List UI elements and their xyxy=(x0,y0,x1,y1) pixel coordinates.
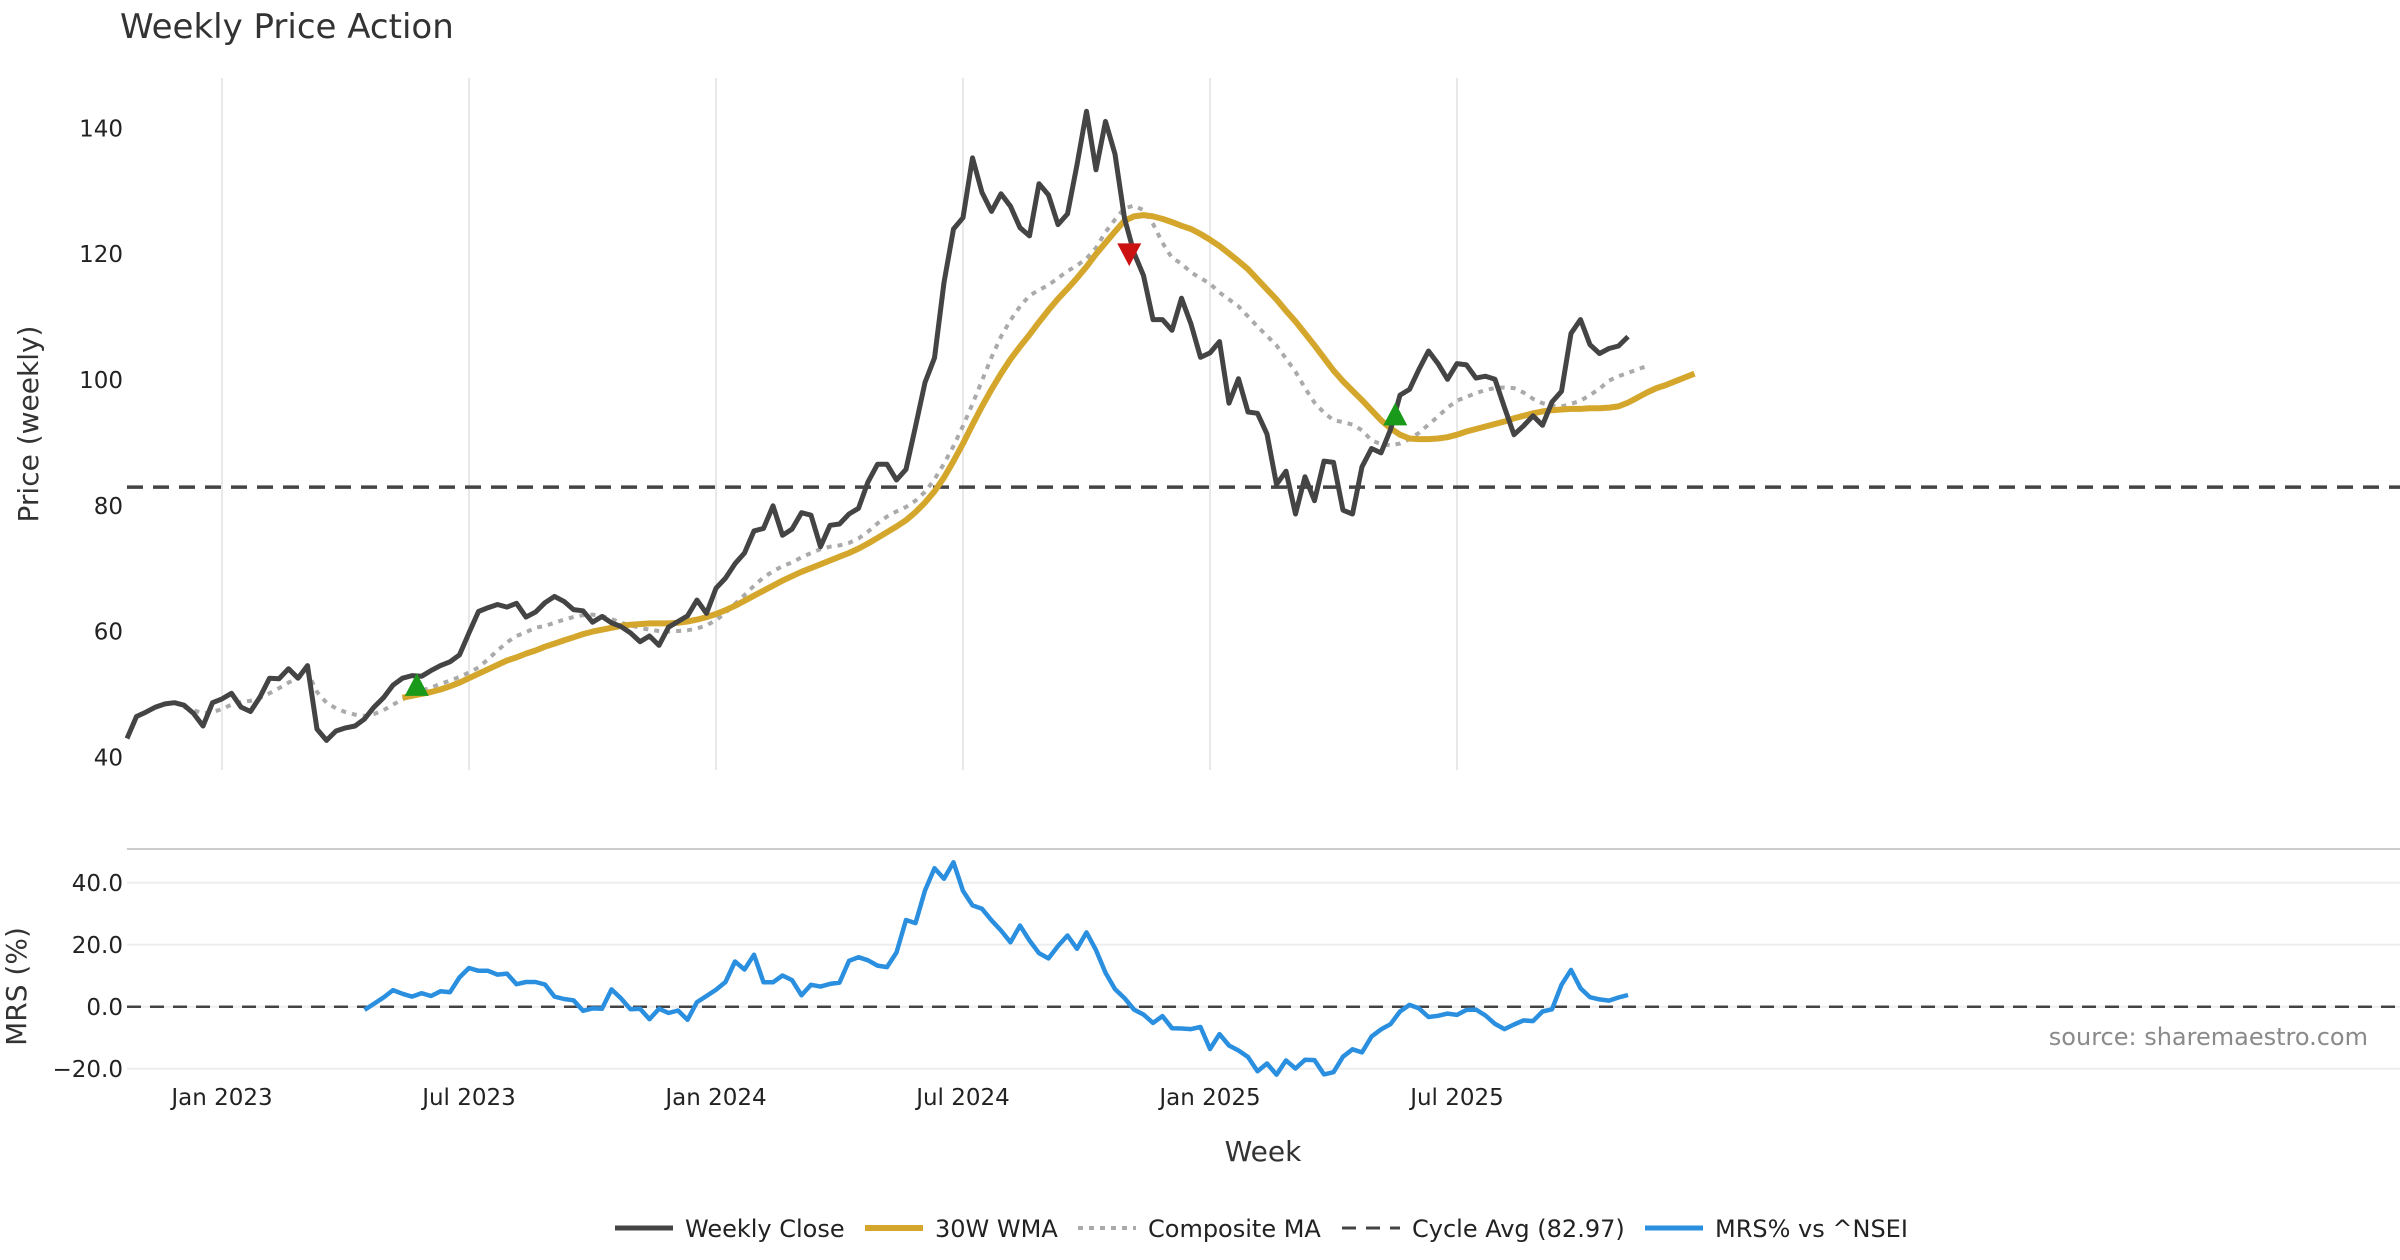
price-panel: 40 60 80 100 120 140 Price (weekly) xyxy=(12,78,2400,771)
price-y-tick-label: 60 xyxy=(94,620,123,646)
mrs-y-tick-label: 0.0 xyxy=(86,995,123,1021)
price-y-tick-label: 100 xyxy=(79,368,123,394)
wma-30w-line xyxy=(401,212,1696,701)
price-y-tick-label: 80 xyxy=(94,494,123,520)
mrs-y-tick-label: 20.0 xyxy=(72,933,123,959)
x-axis-ticks: Jan 2023 Jul 2023 Jan 2024 Jul 2024 Jan 2025… xyxy=(169,1085,1503,1111)
x-tick-label: Jul 2023 xyxy=(420,1085,516,1111)
price-y-axis-label: Price (weekly) xyxy=(12,326,45,523)
weekly-close-line xyxy=(124,108,1630,743)
price-vertical-gridlines xyxy=(221,78,1458,770)
mrs-y-tick-label: 40.0 xyxy=(72,871,123,897)
mrs-y-tick-label: −20.0 xyxy=(53,1057,123,1083)
price-y-tick-label: 140 xyxy=(79,116,123,142)
source-note: source: sharemaestro.com xyxy=(2049,1023,2368,1051)
mrs-y-ticks: −20.0 0.0 20.0 40.0 xyxy=(53,871,2400,1083)
price-y-ticks: 40 60 80 100 120 140 xyxy=(79,116,123,771)
mrs-y-axis-label: MRS (%) xyxy=(0,927,33,1046)
buy-signal-marker xyxy=(404,673,429,696)
x-tick-label: Jan 2023 xyxy=(169,1085,272,1111)
legend-item-mrs: MRS% vs ^NSEI xyxy=(1645,1215,1908,1243)
x-tick-label: Jan 2025 xyxy=(1157,1085,1260,1111)
mrs-panel: −20.0 0.0 20.0 40.0 MRS (%) source: sharema… xyxy=(0,848,2400,1083)
price-y-tick-label: 40 xyxy=(94,745,123,771)
legend-item-composite: Composite MA xyxy=(1078,1215,1321,1243)
legend-item-close: Weekly Close xyxy=(615,1215,845,1243)
legend-label: 30W WMA xyxy=(935,1215,1058,1243)
sell-signal-marker xyxy=(1117,243,1142,267)
chart-title: Weekly Price Action xyxy=(120,7,454,47)
composite-ma-line xyxy=(183,203,1648,718)
price-y-tick-label: 120 xyxy=(79,242,123,268)
legend-label: MRS% vs ^NSEI xyxy=(1715,1215,1908,1243)
signal-markers xyxy=(404,243,1408,696)
x-tick-label: Jan 2024 xyxy=(663,1085,766,1111)
legend-item-wma: 30W WMA xyxy=(865,1215,1058,1243)
x-tick-label: Jul 2025 xyxy=(1408,1085,1504,1111)
legend-label: Cycle Avg (82.97) xyxy=(1412,1215,1625,1243)
x-axis-label: Week xyxy=(1225,1135,1302,1168)
legend-item-cycle: Cycle Avg (82.97) xyxy=(1342,1215,1625,1243)
buy-signal-marker xyxy=(1383,402,1408,426)
legend-label: Weekly Close xyxy=(685,1215,845,1243)
legend: Weekly Close 30W WMA Composite MA Cycle Avg… xyxy=(615,1215,1908,1243)
x-tick-label: Jul 2024 xyxy=(914,1085,1010,1111)
legend-label: Composite MA xyxy=(1148,1215,1321,1243)
mrs-line xyxy=(363,860,1629,1077)
